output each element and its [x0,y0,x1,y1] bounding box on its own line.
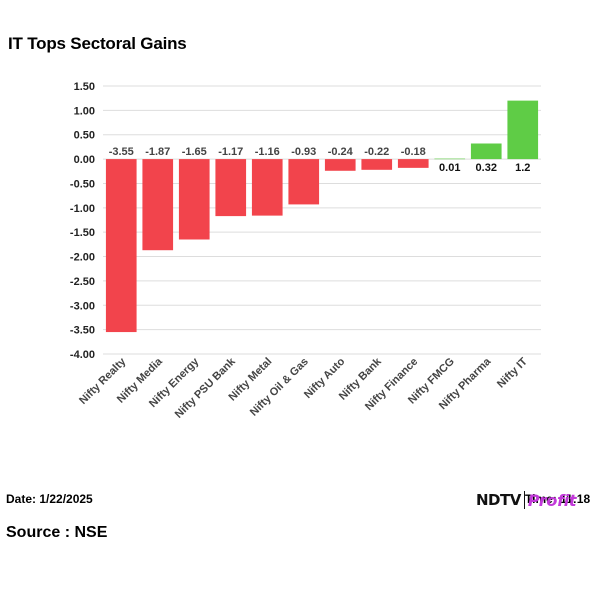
ndtv-profit-logo: NDTV Profit [476,488,577,512]
bar [470,143,502,160]
time-label: Time: 11:18 [525,492,591,506]
bar [361,159,393,170]
logo-ndtv-text: NDTV [476,491,521,509]
y-tick-label: -2.00 [70,252,95,264]
value-label: -0.93 [291,146,316,158]
chart-title: IT Tops Sectoral Gains [8,34,187,53]
y-tick-label: -1.00 [70,203,95,215]
source-label: Source : NSE [6,524,108,541]
bar [178,159,210,240]
value-labels: -3.55 -1.87 -1.65 -1.17 -1.16 -0.93 -0.24 -0.22… [109,146,531,174]
value-label: -1.17 [218,146,243,158]
grid-lines [103,85,541,355]
bars [105,100,539,333]
bar [215,159,247,217]
value-label: 0.01 [439,162,460,174]
logo-profit-text: Profit [527,490,577,510]
y-tick-label: 1.50 [74,81,95,93]
bar [142,159,174,251]
y-tick-label: -4.00 [70,349,95,361]
y-tick-label: 1.00 [74,105,95,117]
y-tick-label: -0.50 [70,178,95,190]
bar [288,159,320,205]
value-label: -3.55 [109,146,134,158]
bar [324,159,356,171]
bar [251,159,283,216]
bar [434,158,466,160]
value-label: -0.22 [364,146,389,158]
logo-divider [523,491,525,509]
date-label: Date: 1/22/2025 [6,492,93,506]
bar [507,100,539,160]
x-tick-label: Nifty IT [495,355,530,390]
value-label: -0.18 [401,146,426,158]
y-tick-label: -3.50 [70,325,95,337]
bar [105,159,137,333]
value-label: -1.16 [255,146,280,158]
y-tick-label: 0.50 [74,130,95,142]
y-tick-label: -3.00 [70,300,95,312]
value-label: 0.32 [476,162,497,174]
y-axis-ticks: 1.50 1.00 0.50 0.00 -0.50 -1.00 -1.50 -2.00 -2.5… [70,81,95,361]
value-label: -0.24 [328,146,354,158]
value-label: 1.2 [515,162,530,174]
bar-chart: 1.50 1.00 0.50 0.00 -0.50 -1.00 -1.50 -2.00 -2.5… [70,81,541,421]
value-label: -1.87 [145,146,170,158]
y-tick-label: -2.50 [70,276,95,288]
y-tick-label: 0.00 [74,154,95,166]
bar [397,159,429,168]
value-label: -1.65 [182,146,207,158]
y-tick-label: -1.50 [70,227,95,239]
